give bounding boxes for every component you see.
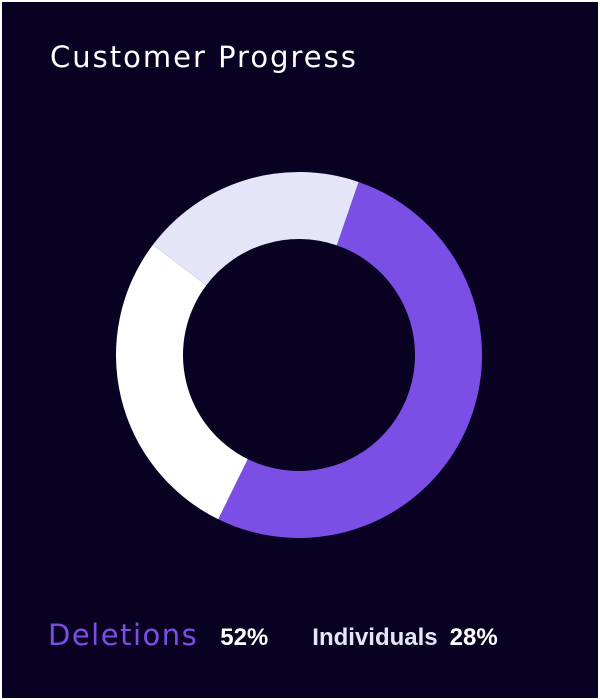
legend-label-individuals: Individuals [312, 624, 438, 651]
chart-title: Customer Progress [50, 40, 358, 74]
legend-item-deletions: Deletions 52% [48, 618, 268, 652]
donut-slice-individuals [152, 172, 359, 286]
legend-label-deletions: Deletions [48, 618, 199, 652]
donut-slice-segment-2 [115, 244, 248, 520]
chart-legend: Deletions 52% Individuals 28% [48, 618, 498, 652]
donut-slice-deletions [218, 181, 482, 538]
legend-item-individuals: Individuals 28% [312, 624, 497, 652]
legend-value-deletions: 52% [220, 624, 269, 651]
legend-value-individuals: 28% [449, 624, 498, 651]
